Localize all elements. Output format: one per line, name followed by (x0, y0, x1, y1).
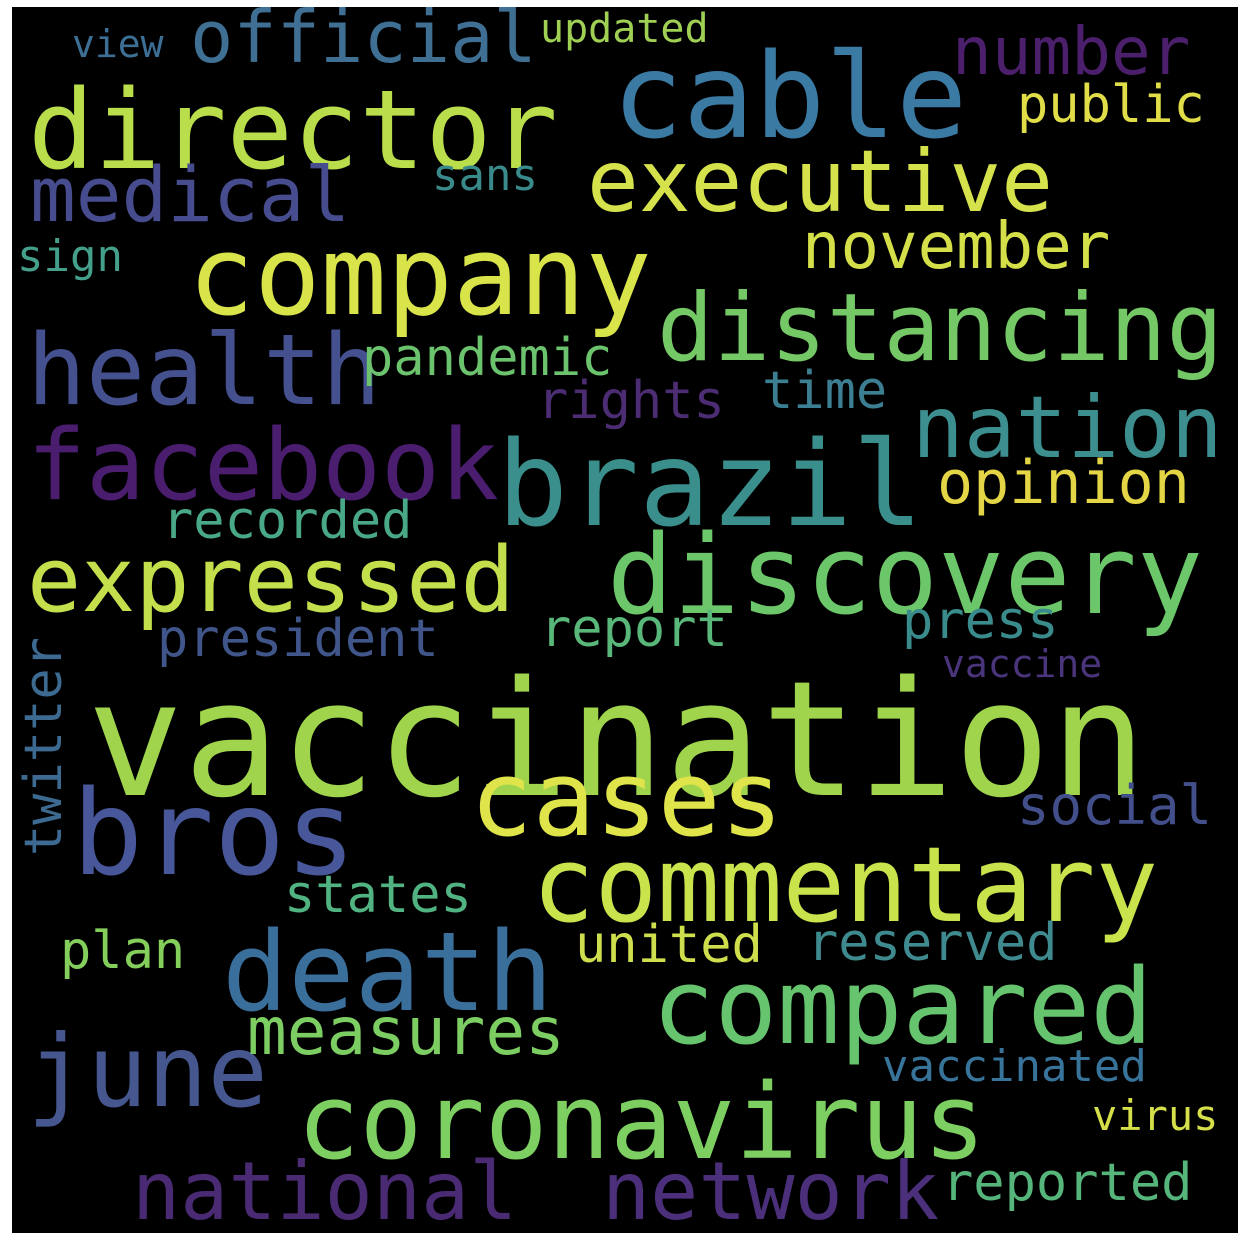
word-official: official (190, 7, 537, 79)
word-pandemic: pandemic (362, 328, 613, 388)
word-director: director (28, 66, 558, 194)
word-expressed: expressed (27, 528, 515, 633)
word-sans: sans (432, 150, 538, 201)
word-states: states (284, 865, 472, 925)
word-cloud: vaccination brazil company director cabl… (12, 7, 1238, 1233)
word-report: report (540, 599, 728, 659)
word-press: press (902, 591, 1059, 651)
word-plan: plan (60, 921, 186, 981)
word-president: president (157, 609, 439, 669)
word-rights: rights (537, 371, 725, 431)
word-united: united (575, 915, 763, 975)
word-view: view (72, 22, 164, 66)
word-executive: executive (587, 132, 1053, 232)
word-health: health (27, 314, 382, 428)
word-sign: sign (17, 231, 123, 282)
word-commentary: commentary (532, 824, 1159, 946)
word-vaccination: vaccination (87, 646, 1147, 833)
word-facebook: facebook (27, 409, 500, 523)
word-recorded: recorded (162, 491, 413, 551)
word-cases: cases (470, 738, 784, 860)
word-reported: reported (942, 1153, 1193, 1213)
word-distancing: distancing (657, 274, 1223, 383)
word-national: national (132, 1145, 518, 1233)
word-company: company (188, 212, 652, 340)
word-measures: measures (247, 993, 565, 1070)
word-bros: bros (72, 764, 357, 902)
word-updated: updated (540, 7, 709, 52)
word-social: social (1017, 774, 1213, 837)
word-nation: nation (912, 378, 1223, 478)
word-brazil: brazil (497, 415, 924, 553)
word-public: public (1017, 75, 1205, 135)
word-june: june (27, 1013, 268, 1130)
word-medical: medical (30, 150, 351, 239)
word-virus: virus (1092, 1091, 1219, 1140)
word-discovery: discovery (607, 511, 1204, 639)
word-reserved: reserved (807, 913, 1058, 973)
word-opinion: opinion (937, 448, 1190, 518)
word-number: number (952, 13, 1191, 90)
word-vaccinated: vaccinated (882, 1041, 1147, 1092)
word-time: time (762, 361, 888, 421)
word-vaccine: vaccine (942, 642, 1103, 686)
word-coronavirus: coronavirus (297, 1061, 986, 1183)
word-network: network (602, 1145, 940, 1233)
word-twitter: twitter (14, 637, 74, 857)
word-cable: cable (612, 27, 968, 165)
word-death: death (222, 908, 554, 1036)
word-november: november (802, 210, 1111, 284)
word-compared: compared (652, 946, 1153, 1068)
